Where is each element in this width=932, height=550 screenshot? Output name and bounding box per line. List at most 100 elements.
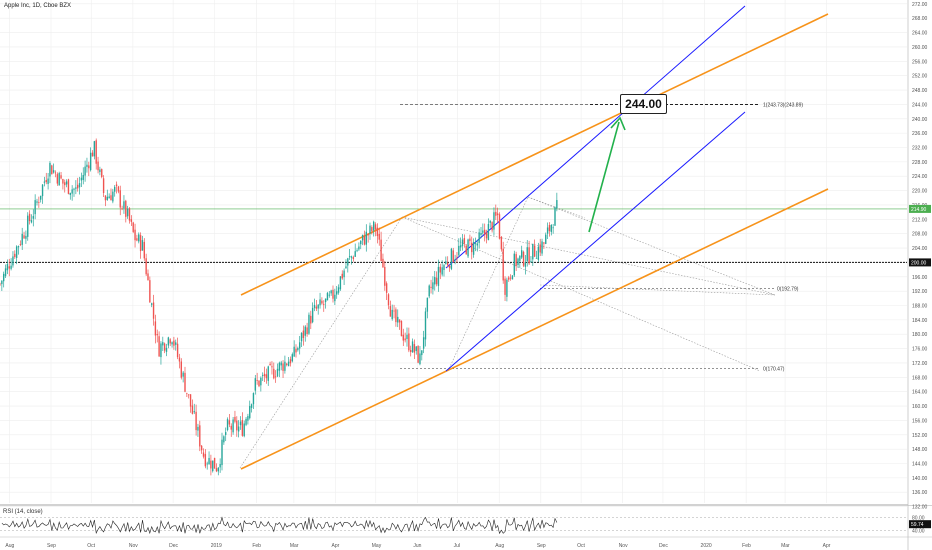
candle-body xyxy=(311,307,314,323)
x-tick-label: Apr xyxy=(823,543,831,549)
x-tick-label: Dec xyxy=(659,543,668,549)
candle-body xyxy=(458,245,460,256)
candle-body xyxy=(456,256,458,258)
candle-body xyxy=(337,287,340,293)
y-tick-label: 244.00 xyxy=(912,102,928,108)
projection-line xyxy=(527,196,776,296)
candle-body xyxy=(263,373,266,377)
candle-body xyxy=(532,243,534,260)
x-tick-label: Oct xyxy=(87,543,95,549)
candle-body xyxy=(212,460,214,472)
candle-body xyxy=(102,178,105,194)
x-tick-label: Jul xyxy=(454,543,460,549)
candle-body xyxy=(217,467,219,472)
candle-body xyxy=(352,257,355,260)
candle-body xyxy=(286,363,288,365)
price-axis-bg xyxy=(908,0,932,505)
candle-body xyxy=(439,266,441,273)
candle-body xyxy=(410,349,412,353)
candle-body xyxy=(293,346,295,357)
candle-body xyxy=(276,368,279,377)
candle-body xyxy=(387,294,390,306)
candle-body xyxy=(14,253,16,258)
y-tick-label: 236.00 xyxy=(912,131,928,137)
candle-body xyxy=(51,165,53,175)
candle-body xyxy=(71,189,73,194)
candle-body xyxy=(476,243,478,246)
candle-body xyxy=(485,232,488,239)
candle-body xyxy=(328,294,330,296)
candle-body xyxy=(347,258,349,266)
candle-body xyxy=(378,233,380,240)
candle-body xyxy=(23,235,25,239)
candle-body xyxy=(323,303,325,305)
candle-body xyxy=(528,247,530,264)
candle-body xyxy=(21,233,23,245)
candle-body xyxy=(480,233,482,235)
candle-body xyxy=(195,411,197,431)
candle-body xyxy=(426,297,429,312)
candle-body xyxy=(125,200,127,217)
candle-body xyxy=(165,347,168,352)
candle-body xyxy=(64,182,66,186)
level-200-badge xyxy=(909,258,931,267)
candle-body xyxy=(121,208,123,210)
candle-body xyxy=(376,227,379,237)
candle-body xyxy=(435,277,438,285)
candle-body xyxy=(530,261,532,263)
x-tick-label: Oct xyxy=(577,543,585,549)
candle-body xyxy=(300,332,303,342)
candle-body xyxy=(434,277,436,285)
candle-body xyxy=(60,175,62,179)
y-tick-label: 148.00 xyxy=(912,447,928,453)
candle-body xyxy=(361,234,364,241)
candle-body xyxy=(254,378,256,391)
candle-body xyxy=(321,300,323,304)
rsi-title: RSI (14, close) xyxy=(3,509,43,515)
candle-body xyxy=(130,219,133,222)
candle-body xyxy=(232,419,234,433)
candle-body xyxy=(459,245,462,248)
target-price-callout[interactable]: 244.00 xyxy=(620,94,667,114)
candle-body xyxy=(213,457,216,469)
candle-body xyxy=(8,266,10,269)
y-tick-label: 232.00 xyxy=(912,146,928,152)
current-price-badge xyxy=(909,204,931,213)
candle-body xyxy=(315,306,318,309)
candle-body xyxy=(404,338,406,341)
candle-body xyxy=(324,298,327,303)
candle-body xyxy=(117,186,120,192)
candle-body xyxy=(91,152,94,157)
candle-body xyxy=(269,363,271,366)
target-arrow xyxy=(588,121,620,233)
candle-body xyxy=(180,361,182,378)
blue-channel-lower xyxy=(445,111,746,372)
drawings-layer: 1(243.73)(243.89) 0(192.79) 0(170.47) xyxy=(0,5,907,470)
y-tick-label: 144.00 xyxy=(912,462,928,468)
candle-body xyxy=(467,239,469,257)
candle-body xyxy=(126,208,129,217)
candle-body xyxy=(84,166,86,176)
y-tick-label: 152.00 xyxy=(912,433,928,439)
candle-body xyxy=(139,235,142,252)
candle-body xyxy=(419,353,421,365)
candle-body xyxy=(310,315,312,324)
candle-body xyxy=(108,196,110,199)
candle-body xyxy=(265,374,268,379)
candle-body xyxy=(80,177,83,181)
candle-body xyxy=(43,181,46,183)
candle-body xyxy=(334,294,336,302)
x-tick-label: May xyxy=(372,543,382,549)
candle-body xyxy=(373,221,375,231)
candle-body xyxy=(500,236,503,250)
candle-body xyxy=(521,250,523,258)
candle-body xyxy=(535,257,538,259)
candle-body xyxy=(128,208,131,221)
candle-body xyxy=(291,354,293,362)
candle-body xyxy=(138,234,140,242)
candle-body xyxy=(493,212,495,230)
candle-body xyxy=(56,174,59,184)
y-tick-label: 140.00 xyxy=(912,476,928,482)
